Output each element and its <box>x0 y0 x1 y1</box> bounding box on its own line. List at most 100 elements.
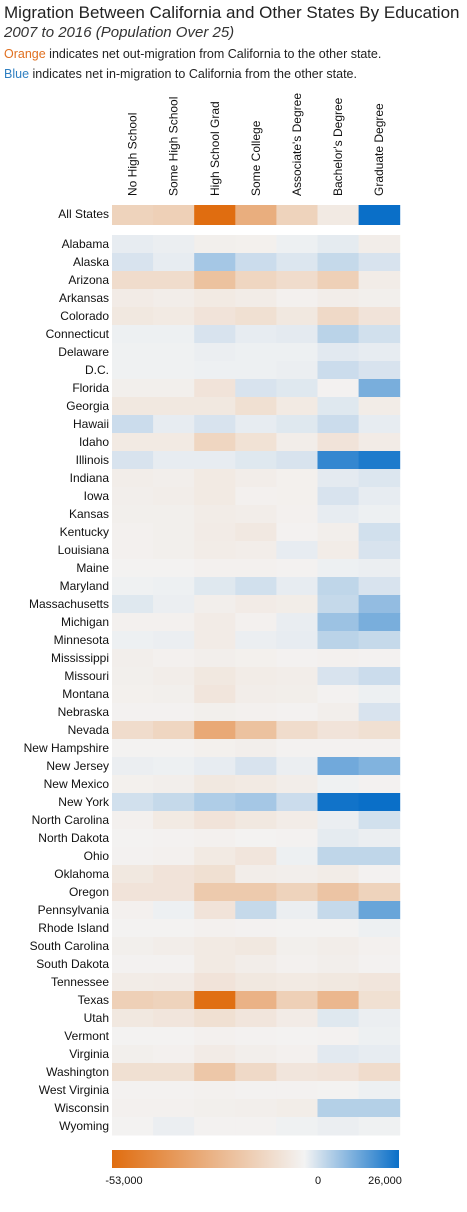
heatmap-cell <box>317 775 360 794</box>
heatmap-cell <box>153 865 195 884</box>
heatmap-cell <box>112 451 154 470</box>
heatmap-cell <box>358 343 401 362</box>
heatmap-cell <box>112 1045 154 1064</box>
heatmap-cell <box>235 361 277 380</box>
heatmap-cell <box>317 397 360 416</box>
heatmap-cell <box>235 937 277 956</box>
row-label: Kansas <box>69 507 109 521</box>
heatmap-cell <box>112 847 154 866</box>
heatmap-cell <box>235 577 277 596</box>
heatmap-cell <box>276 397 318 416</box>
heatmap-cell <box>276 739 318 758</box>
heatmap-cell <box>317 487 360 506</box>
column-label: High School Grad <box>208 101 222 196</box>
heatmap-cell <box>358 739 401 758</box>
row-label: Texas <box>78 993 109 1007</box>
heatmap-cell <box>235 631 277 650</box>
heatmap-cell <box>276 253 318 272</box>
heatmap-cell <box>358 433 401 452</box>
heatmap-cell <box>194 505 236 524</box>
heatmap-cell <box>276 955 318 974</box>
heatmap-cell <box>276 379 318 398</box>
row-label: Georgia <box>66 399 109 413</box>
heatmap-cell <box>317 667 360 686</box>
heatmap-cell <box>112 541 154 560</box>
heatmap-cell <box>112 973 154 992</box>
heatmap-cell <box>235 451 277 470</box>
heatmap-cell <box>317 829 360 848</box>
heatmap-cell <box>358 325 401 344</box>
row-label: Wisconsin <box>54 1101 109 1115</box>
heatmap-grid: Alabama Alaska Arizona Arkansas Colorado Conn… <box>24 235 401 1136</box>
column-labels: No High School Some High School High Schoo… <box>126 93 387 196</box>
row-label: South Carolina <box>30 939 110 953</box>
heatmap-cell <box>112 649 154 668</box>
heatmap-cell <box>194 343 236 362</box>
heatmap-cell <box>317 865 360 884</box>
heatmap-cell <box>112 883 154 902</box>
row-label: Louisiana <box>58 543 110 557</box>
heatmap-cell <box>358 451 401 470</box>
heatmap-cell <box>194 631 236 650</box>
heatmap-cell <box>112 235 154 254</box>
heatmap-cell <box>235 793 277 812</box>
heatmap-cell <box>153 901 195 920</box>
heatmap-cell <box>235 649 277 668</box>
heatmap-cell <box>235 883 277 902</box>
row-label: Illinois <box>76 453 109 467</box>
heatmap-cell <box>235 253 277 272</box>
heatmap-cell <box>153 613 195 632</box>
column-label: Associate's Degree <box>290 93 304 196</box>
heatmap-cell <box>317 703 360 722</box>
column-label: Graduate Degree <box>372 103 386 196</box>
heatmap-cell <box>276 829 318 848</box>
heatmap-cell <box>317 901 360 920</box>
heatmap-cell <box>317 1045 360 1064</box>
heatmap-cell <box>358 919 401 938</box>
heatmap-cell <box>153 325 195 344</box>
row-label: New York <box>58 795 110 809</box>
row-label: Montana <box>62 687 109 701</box>
heatmap-cell <box>112 865 154 884</box>
heatmap-cell <box>358 865 401 884</box>
heatmap-cell <box>235 325 277 344</box>
heatmap-cell <box>194 205 236 225</box>
row-label-all-states: All States <box>58 207 109 221</box>
heatmap-cell <box>153 433 195 452</box>
heatmap-cell <box>235 289 277 308</box>
heatmap-cell <box>194 1009 236 1028</box>
heatmap-cell <box>153 775 195 794</box>
heatmap-cell <box>112 325 154 344</box>
heatmap-cell <box>112 271 154 290</box>
heatmap-cell <box>194 667 236 686</box>
heatmap-cell <box>358 1099 401 1118</box>
heatmap-cell <box>358 271 401 290</box>
heatmap-cell <box>112 829 154 848</box>
row-label: Missouri <box>64 669 109 683</box>
heatmap-cell <box>194 271 236 290</box>
heatmap-cell <box>194 721 236 740</box>
heatmap-cell <box>235 667 277 686</box>
legend-tick-label: 0 <box>315 1175 321 1187</box>
heatmap-cell <box>112 523 154 542</box>
heatmap-cell <box>317 613 360 632</box>
heatmap-cell <box>194 1027 236 1046</box>
heatmap-cell <box>112 505 154 524</box>
heatmap-cell <box>194 847 236 866</box>
heatmap-cell <box>112 559 154 578</box>
row-label: Indiana <box>70 471 110 485</box>
heatmap-cell <box>358 1117 401 1136</box>
heatmap-cell <box>194 433 236 452</box>
heatmap-cell <box>358 469 401 488</box>
heatmap-cell <box>358 703 401 722</box>
chart-subtitle: 2007 to 2016 (Population Over 25) <box>4 24 235 41</box>
heatmap-cell <box>153 955 195 974</box>
heatmap-cell <box>194 379 236 398</box>
heatmap-cell <box>358 397 401 416</box>
heatmap-cell <box>358 1045 401 1064</box>
row-label: Kentucky <box>60 525 109 539</box>
color-legend: -53,000 0 26,000 <box>105 1150 402 1187</box>
heatmap-cell <box>112 613 154 632</box>
row-label: Utah <box>84 1011 109 1025</box>
row-label: North Carolina <box>32 813 110 827</box>
